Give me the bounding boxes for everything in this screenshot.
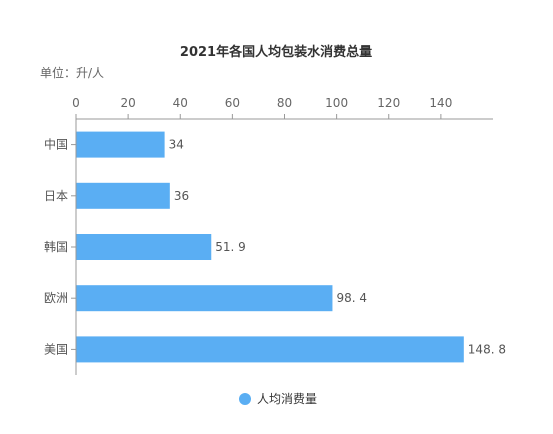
bar (76, 285, 333, 312)
category-label: 美国 (44, 342, 68, 356)
bar (76, 336, 464, 363)
value-label: 36 (174, 189, 189, 203)
value-label: 51. 9 (215, 240, 246, 254)
value-label: 148. 8 (468, 342, 506, 356)
x-tick-label: 60 (225, 96, 240, 110)
x-tick-label: 20 (120, 96, 135, 110)
bar (76, 131, 165, 158)
bar (76, 182, 170, 209)
x-tick-label: 0 (72, 96, 80, 110)
category-label: 日本 (44, 189, 68, 203)
unit-label: 单位：升/人 (40, 65, 104, 80)
legend[interactable]: 人均消费量 (239, 392, 317, 406)
x-tick-label: 40 (173, 96, 188, 110)
value-label: 34 (169, 138, 184, 152)
category-label: 中国 (44, 137, 68, 152)
x-tick-label: 120 (377, 96, 400, 110)
category-label: 韩国 (44, 239, 68, 254)
bar-layer: 34 36 51. 9 98. 4 148. 8 (76, 131, 506, 363)
legend-label: 人均消费量 (257, 392, 317, 406)
x-tick-label: 140 (429, 96, 452, 110)
x-tick-label: 100 (325, 96, 348, 110)
legend-marker (239, 393, 251, 405)
bar (76, 234, 212, 260)
category-label: 欧洲 (44, 291, 68, 305)
chart-title: 2021年各国人均包装水消费总量 (180, 44, 372, 60)
value-label: 98. 4 (336, 291, 367, 305)
x-tick-label: 80 (277, 96, 292, 110)
